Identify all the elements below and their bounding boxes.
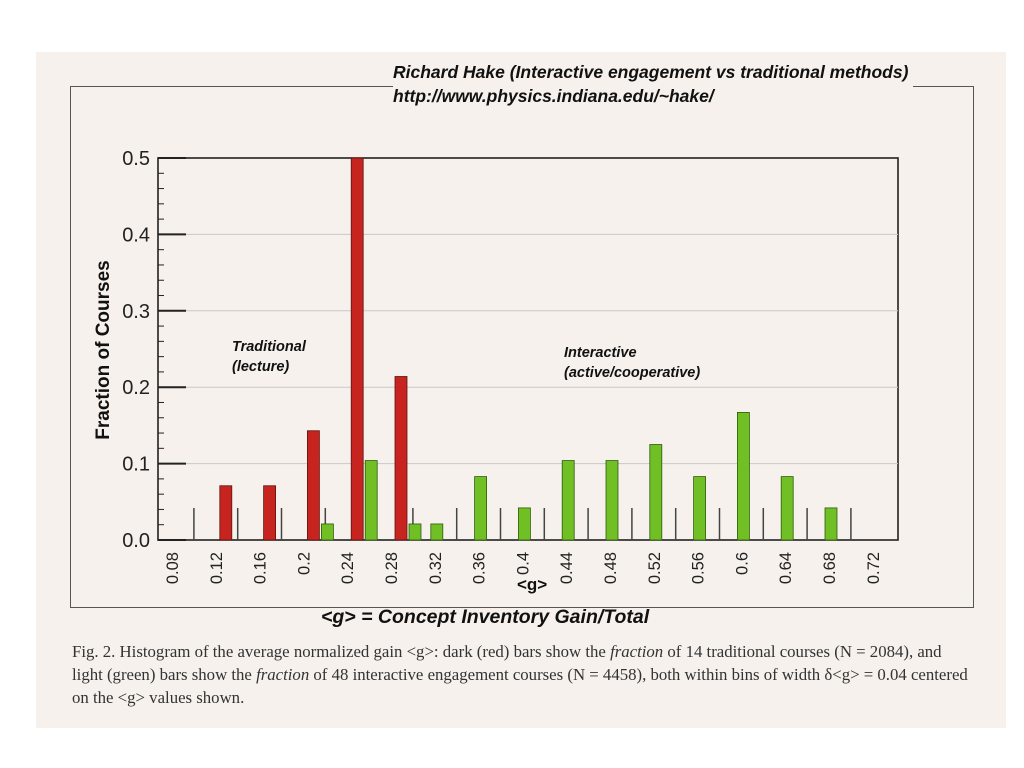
- x-tick-label: 0.44: [558, 552, 576, 584]
- bar-interactive: [693, 476, 706, 541]
- bar-interactive: [780, 476, 794, 541]
- x-tick-label: 0.12: [208, 552, 226, 584]
- x-tick-label: 0.52: [646, 552, 664, 584]
- bar-interactive: [649, 444, 663, 541]
- caption-fraction-2: fraction: [256, 665, 310, 684]
- figure-background: [36, 52, 1006, 728]
- x-tick-label: 0.32: [427, 552, 445, 584]
- annotation-traditional: Traditional (lecture): [232, 339, 306, 375]
- bar-interactive: [737, 412, 750, 541]
- figure-caption: Fig. 2. Histogram of the average normali…: [72, 640, 972, 709]
- bar-interactive: [408, 523, 422, 541]
- bar-interactive: [824, 507, 838, 541]
- bar-traditional: [350, 157, 364, 541]
- source-header: Richard Hake (Interactive engagement vs …: [393, 60, 913, 108]
- x-tick-label: 0.36: [471, 552, 489, 584]
- concept-gain-subtitle: <g> = Concept Inventory Gain/Total: [321, 606, 650, 628]
- x-tick-label: 0.56: [690, 552, 708, 584]
- y-tick-label: 0.4: [122, 224, 150, 246]
- caption-part-3: of 14 traditional courses (N = 2084), an…: [72, 642, 942, 684]
- x-axis-label: <g>: [517, 575, 548, 594]
- bar-traditional: [306, 430, 320, 541]
- y-tick-label: 0.5: [122, 148, 150, 170]
- caption-part-5: of 48 interactive engagement courses (N …: [72, 665, 968, 707]
- y-tick-label: 0.0: [122, 530, 150, 552]
- caption-fraction-1: fraction: [610, 642, 664, 661]
- x-tick-label: 0.4: [514, 552, 532, 575]
- y-axis-label: Fraction of Courses: [93, 260, 114, 439]
- x-tick-label: 0.72: [865, 552, 883, 584]
- bar-interactive: [561, 460, 575, 541]
- bar-interactive: [605, 460, 619, 541]
- x-tick-label: 0.2: [295, 552, 313, 575]
- x-tick-label: 0.48: [602, 552, 620, 584]
- bar-traditional: [219, 485, 233, 541]
- x-tick-label: 0.68: [821, 552, 839, 584]
- bar-interactive: [430, 523, 444, 541]
- x-tick-label: 0.28: [383, 552, 401, 584]
- caption-part-1: Fig. 2. Histogram of the average normali…: [72, 642, 611, 661]
- bar-interactive: [474, 476, 488, 541]
- x-tick-label: 0.08: [164, 552, 182, 584]
- annotation-interactive: Interactive (active/cooperative): [564, 345, 701, 381]
- bar-interactive: [320, 523, 334, 541]
- bar-traditional: [263, 485, 277, 541]
- bar-interactive: [518, 507, 531, 541]
- bar-interactive: [364, 460, 378, 541]
- x-tick-label: 0.24: [339, 552, 357, 584]
- x-tick-label: 0.16: [252, 552, 270, 584]
- y-tick-label: 0.2: [122, 377, 150, 399]
- x-tick-label: 0.6: [733, 552, 751, 575]
- y-tick-label: 0.3: [122, 301, 150, 323]
- y-tick-label: 0.1: [122, 454, 150, 476]
- x-tick-label: 0.64: [777, 552, 795, 584]
- bar-traditional: [394, 376, 408, 541]
